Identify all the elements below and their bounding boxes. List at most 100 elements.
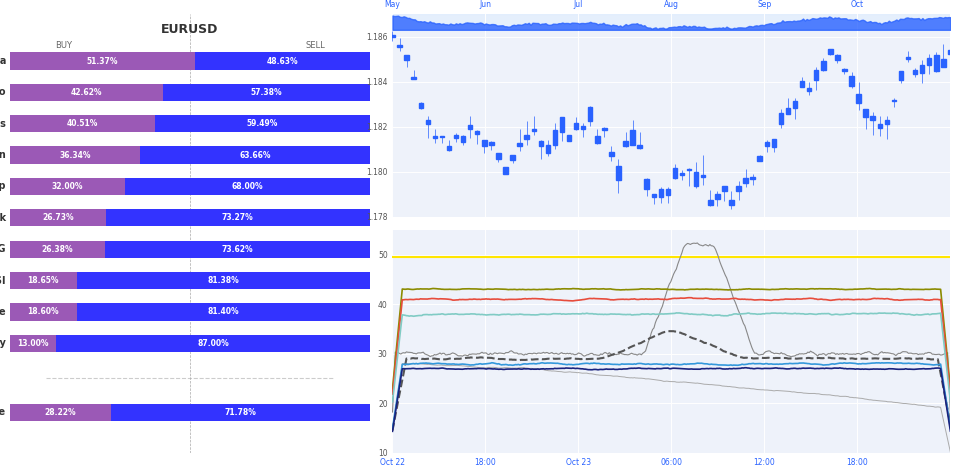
Bar: [665, 190, 670, 195]
Bar: [588, 107, 592, 121]
Bar: [475, 131, 479, 134]
Bar: [77, 303, 370, 320]
Bar: [163, 84, 370, 101]
Bar: [906, 57, 910, 59]
Text: BUY: BUY: [55, 41, 72, 50]
Bar: [10, 84, 163, 101]
Bar: [397, 45, 402, 47]
Bar: [545, 145, 550, 153]
Bar: [686, 169, 691, 170]
Text: 73.27%: 73.27%: [222, 213, 253, 222]
Text: 40.51%: 40.51%: [67, 119, 98, 128]
Bar: [419, 103, 423, 108]
Bar: [856, 94, 861, 103]
Bar: [10, 272, 77, 289]
Text: 68.00%: 68.00%: [231, 182, 263, 191]
Bar: [156, 115, 370, 132]
Bar: [425, 120, 430, 124]
Bar: [927, 58, 931, 65]
Text: 71.78%: 71.78%: [225, 408, 256, 417]
Bar: [490, 142, 493, 145]
Text: 36.34%: 36.34%: [60, 151, 91, 160]
Bar: [10, 52, 195, 70]
Bar: [393, 14, 950, 30]
Text: 48.63%: 48.63%: [266, 57, 298, 65]
Text: FiboGroup: FiboGroup: [0, 182, 6, 191]
Bar: [948, 50, 952, 54]
Bar: [828, 49, 832, 54]
Text: Average: Average: [0, 407, 6, 417]
Bar: [195, 52, 370, 70]
Text: 32.00%: 32.00%: [52, 182, 83, 191]
Bar: [708, 200, 712, 205]
Bar: [111, 403, 370, 421]
Text: 18.65%: 18.65%: [28, 276, 59, 285]
Bar: [468, 125, 472, 129]
Bar: [701, 175, 706, 177]
Bar: [10, 241, 105, 258]
Bar: [574, 123, 578, 129]
Bar: [772, 139, 776, 147]
Bar: [560, 117, 564, 132]
Bar: [10, 403, 111, 421]
Bar: [404, 56, 409, 60]
Bar: [800, 81, 804, 87]
Bar: [532, 129, 536, 131]
Text: 73.62%: 73.62%: [221, 245, 252, 254]
Bar: [757, 156, 762, 161]
Text: 28.22%: 28.22%: [44, 408, 76, 417]
Bar: [511, 155, 515, 160]
Bar: [461, 135, 466, 142]
Bar: [680, 173, 684, 175]
Bar: [602, 127, 607, 130]
Text: 63.66%: 63.66%: [239, 151, 271, 160]
Bar: [835, 55, 840, 60]
Text: FXSSI: FXSSI: [0, 276, 6, 285]
Bar: [920, 65, 924, 73]
Bar: [454, 135, 458, 138]
Bar: [553, 130, 557, 145]
Bar: [779, 113, 783, 124]
Bar: [57, 335, 370, 352]
Bar: [884, 120, 889, 124]
Bar: [446, 146, 451, 150]
Text: 26.38%: 26.38%: [41, 245, 73, 254]
Bar: [10, 115, 156, 132]
Bar: [595, 136, 600, 143]
Text: 18.60%: 18.60%: [27, 307, 59, 316]
Text: Insta: Insta: [0, 56, 6, 66]
Bar: [736, 186, 741, 191]
Bar: [140, 147, 370, 164]
Text: 87.00%: 87.00%: [197, 339, 228, 348]
Bar: [581, 126, 586, 129]
Text: 81.40%: 81.40%: [207, 307, 239, 316]
Bar: [631, 130, 635, 145]
Bar: [482, 140, 487, 146]
Bar: [814, 70, 819, 80]
Bar: [10, 209, 106, 226]
Bar: [877, 124, 882, 128]
Text: MyFxBook: MyFxBook: [0, 213, 6, 223]
Bar: [125, 178, 370, 195]
Bar: [934, 56, 939, 71]
Text: 26.73%: 26.73%: [42, 213, 74, 222]
Bar: [899, 71, 903, 79]
Bar: [785, 108, 790, 114]
Text: IGG: IGG: [0, 244, 6, 254]
Bar: [623, 141, 628, 146]
Text: FXBlue: FXBlue: [0, 307, 6, 317]
Bar: [913, 70, 918, 74]
Bar: [610, 152, 613, 156]
Bar: [941, 59, 946, 67]
Bar: [764, 142, 769, 147]
Text: 42.62%: 42.62%: [70, 88, 102, 97]
Bar: [871, 116, 875, 120]
Bar: [433, 136, 437, 138]
Bar: [106, 209, 370, 226]
Bar: [77, 272, 370, 289]
Bar: [715, 194, 720, 198]
Bar: [105, 241, 370, 258]
Bar: [850, 77, 853, 85]
Bar: [637, 145, 642, 148]
Text: 59.49%: 59.49%: [247, 119, 278, 128]
